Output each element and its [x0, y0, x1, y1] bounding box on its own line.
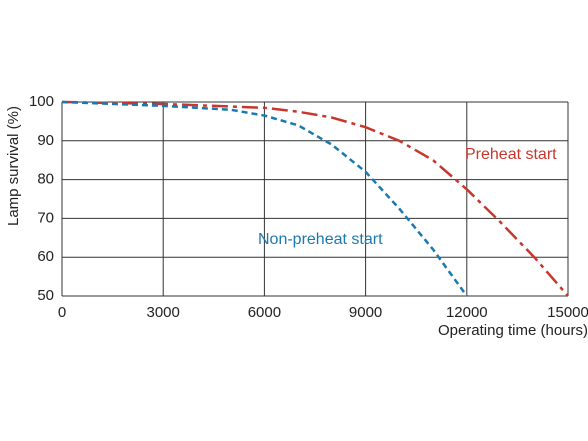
- y-axis-label: Lamp survival (%): [5, 106, 22, 226]
- x-tick-label: 9000: [349, 304, 382, 321]
- x-tick-label: 6000: [248, 304, 281, 321]
- x-tick-label: 12000: [446, 304, 488, 321]
- x-tick-label: 15000: [547, 304, 588, 321]
- y-tick-label: 60: [37, 248, 54, 265]
- series-label: Non-preheat start: [258, 231, 383, 248]
- x-axis-label: Operating time (hours): [438, 322, 588, 339]
- y-tick-label: 80: [37, 171, 54, 188]
- line: [61, 100, 569, 297]
- y-tick-label: 50: [37, 287, 54, 304]
- x-tick-label: 0: [58, 304, 66, 321]
- y-tick-label: 100: [29, 93, 54, 110]
- line: [61, 100, 468, 297]
- y-tick-label: 90: [37, 132, 54, 149]
- y-tick-label: 70: [37, 209, 54, 226]
- x-tick-label: 3000: [147, 304, 180, 321]
- series-label: Preheat start: [465, 146, 557, 163]
